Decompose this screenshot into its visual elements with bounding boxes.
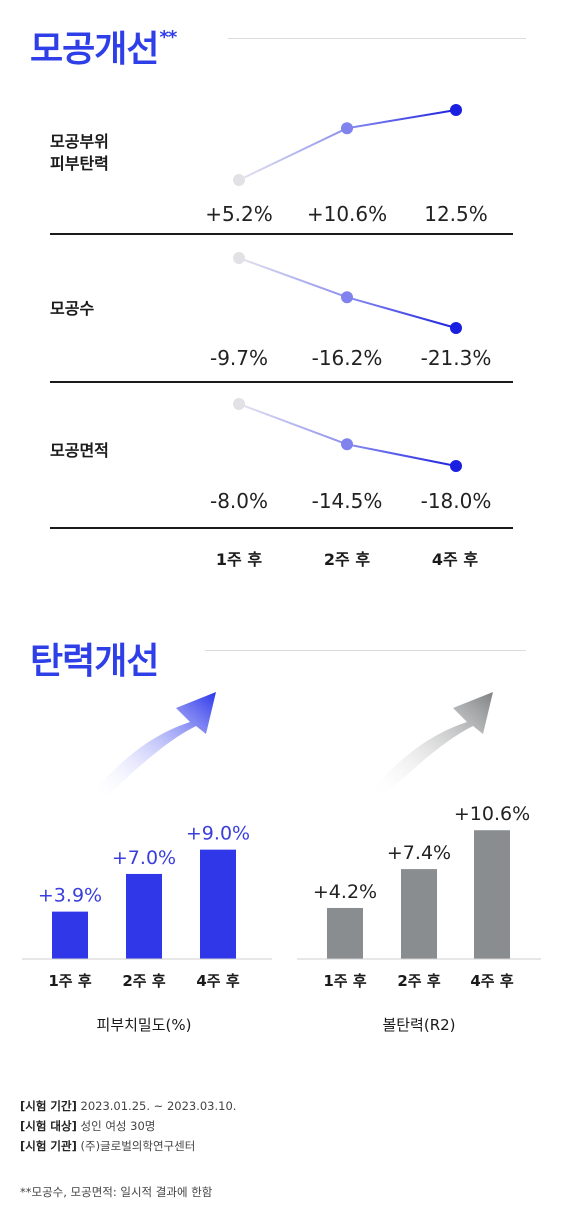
row-divider [50, 381, 513, 383]
bar-value-label: +3.9% [38, 885, 102, 907]
blue-arrow-icon [95, 692, 216, 798]
data-point [450, 104, 462, 116]
bar [401, 869, 437, 959]
footnote: **모공수, 모공면적: 일시적 결과에 한함 [20, 1185, 213, 1199]
value-label: -18.0% [420, 489, 492, 513]
bar-chart-elasticity: +4.2% 1주 후 +7.4% 2주 후 +10.6% 4주 후 [313, 803, 530, 990]
title-mark: ** [159, 27, 177, 48]
bar [474, 830, 510, 959]
bar-category-label: 2주 후 [122, 972, 165, 990]
data-point [341, 438, 353, 451]
section-title-pore: 모공개선** [30, 20, 177, 72]
data-point [233, 252, 245, 264]
row-divider [50, 527, 513, 529]
data-point [450, 322, 462, 334]
row-label-line: 피부탄력 [50, 154, 109, 173]
bar-chart-density-title: 피부치밀도(%) [96, 1016, 192, 1034]
test-notes: [시험 기간] 2023.01.25. ~ 2023.03.10. [시험 대상… [20, 1096, 236, 1156]
note-institution: [시험 기관] (주)글로벌의학연구센터 [20, 1136, 236, 1156]
note-institution-value: (주)글로벌의학연구센터 [80, 1139, 196, 1153]
note-period-key: [시험 기간] [20, 1099, 77, 1113]
bar-value-label: +9.0% [186, 823, 250, 845]
note-period: [시험 기간] 2023.01.25. ~ 2023.03.10. [20, 1096, 236, 1116]
row-label-line: 모공수 [50, 299, 95, 318]
note-subject: [시험 대상] 성인 여성 30명 [20, 1116, 236, 1136]
note-subject-value: 성인 여성 30명 [80, 1119, 156, 1133]
x-label-2w: 2주 후 [323, 550, 371, 569]
bar-value-label: +7.4% [387, 842, 451, 864]
row-label-line: 모공부위 [50, 132, 109, 151]
row-label-line: 모공면적 [50, 441, 109, 460]
row-divider [50, 233, 513, 235]
gray-arrow-icon [372, 692, 493, 798]
bar-value-label: +4.2% [313, 881, 377, 903]
note-period-value: 2023.01.25. ~ 2023.03.10. [80, 1099, 237, 1113]
bar [327, 907, 363, 959]
bar-chart-density: +3.9% 1주 후 +7.0% 2주 후 +9.0% 4주 후 [38, 823, 250, 990]
value-label: +10.6% [306, 202, 388, 226]
section-title-pore-text: 모공개선 [30, 29, 159, 70]
row-label-1: 모공수 [50, 298, 94, 320]
data-point [450, 460, 462, 472]
series-line [238, 403, 457, 467]
bar-charts: +3.9% 1주 후 +7.0% 2주 후 +9.0% 4주 후 +4.2% 1주 후 +7.… [22, 692, 541, 990]
bar-value-label: +10.6% [454, 803, 530, 825]
bar [126, 873, 162, 959]
bar-category-label: 2주 후 [397, 972, 440, 990]
bar-chart-elasticity-title: 볼탄력(R2) [382, 1016, 456, 1034]
value-label: -21.3% [420, 346, 492, 370]
x-label-4w: 4주 후 [431, 550, 479, 569]
data-point [341, 291, 353, 304]
bar [52, 911, 88, 959]
value-label: -9.7% [209, 346, 269, 370]
bar-value-label: +7.0% [112, 847, 176, 869]
note-institution-key: [시험 기관] [20, 1139, 77, 1153]
data-point [341, 122, 353, 135]
title-rule [228, 38, 526, 39]
section-title-elasticity: 탄력개선 [30, 641, 159, 682]
value-label: -8.0% [209, 489, 269, 513]
value-label: -14.5% [311, 489, 383, 513]
bar-category-label: 4주 후 [196, 972, 239, 990]
value-label: 12.5% [424, 202, 488, 226]
bar-category-label: 1주 후 [323, 972, 366, 990]
data-point [233, 398, 245, 410]
bar-category-label: 4주 후 [470, 972, 513, 990]
value-label: -16.2% [311, 346, 383, 370]
note-subject-key: [시험 대상] [20, 1119, 77, 1133]
x-label-1w: 1주 후 [215, 550, 263, 569]
row-label-2: 모공면적 [50, 440, 109, 462]
data-point [233, 174, 245, 186]
value-label: +5.2% [205, 202, 273, 226]
bar [200, 849, 236, 959]
title-rule-2 [205, 650, 526, 651]
bar-category-label: 1주 후 [48, 972, 91, 990]
